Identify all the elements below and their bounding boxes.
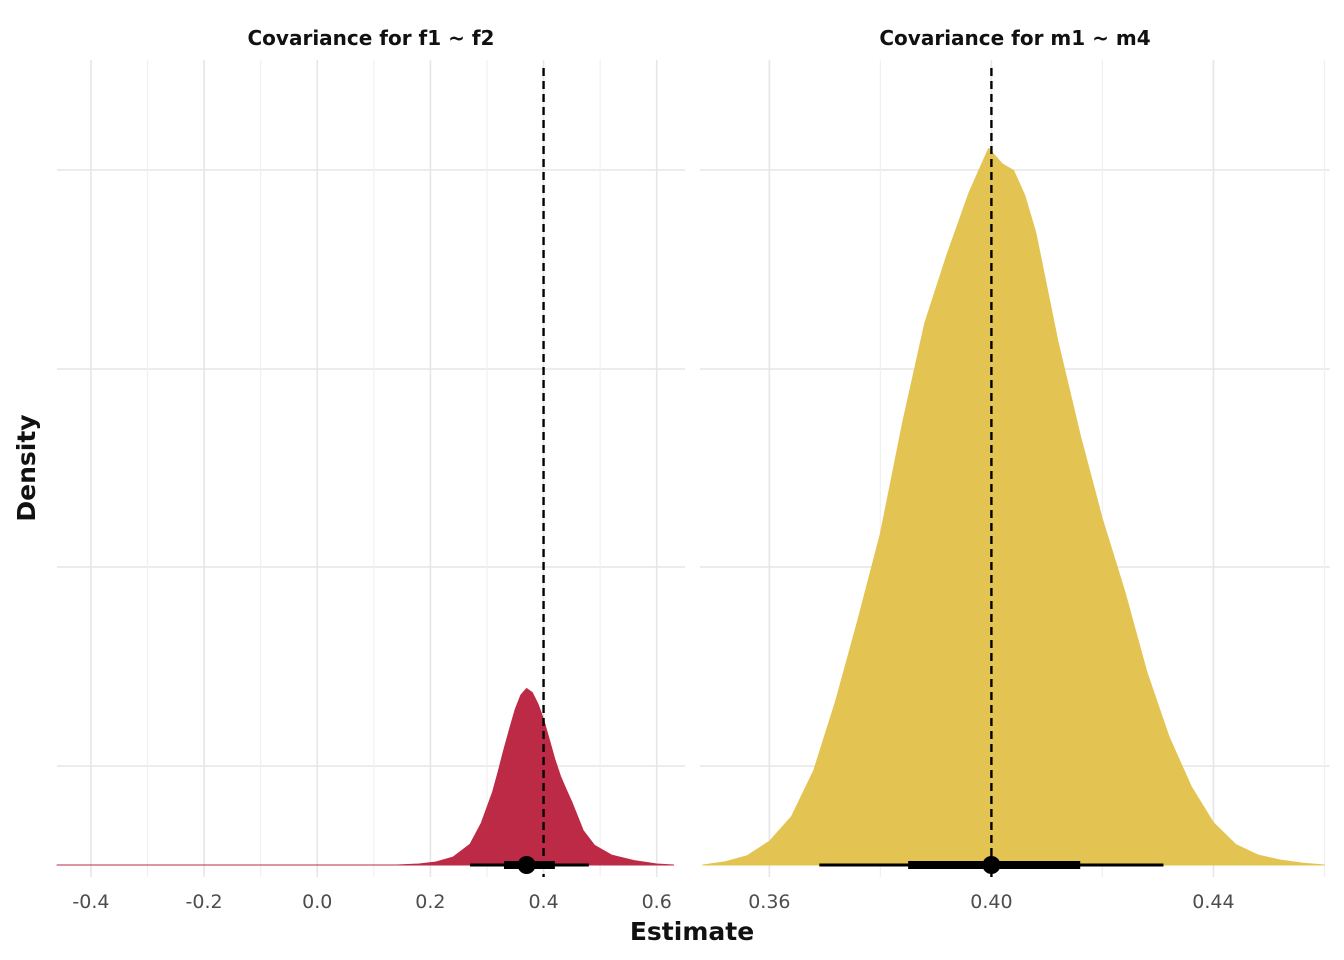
x-tick-label: 0.4 — [528, 891, 558, 913]
x-tick-label: 0.2 — [415, 891, 445, 913]
x-axis-title: Estimate — [630, 917, 754, 946]
x-tick-label: 0.44 — [1192, 891, 1234, 913]
x-tick-label: 0.6 — [642, 891, 672, 913]
panel-m1-m4: 0.36 0.40 0.44 Covariance for m1 ~ m4 — [700, 26, 1330, 913]
density-area — [56, 688, 675, 866]
x-tick-label: 0.36 — [748, 891, 790, 913]
point-estimate — [517, 856, 536, 874]
panel-title: Covariance for m1 ~ m4 — [879, 26, 1150, 50]
x-tick-label: -0.4 — [72, 891, 109, 913]
x-tick-label: -0.2 — [186, 891, 223, 913]
x-tick-label: 0.0 — [302, 891, 332, 913]
x-tick-label: 0.40 — [970, 891, 1012, 913]
y-axis-title: Density — [12, 414, 41, 521]
panel-f1-f2: -0.4 -0.2 0.0 0.2 0.4 0.6 Covariance for f1 ~ … — [56, 26, 685, 913]
point-estimate — [982, 856, 1001, 874]
panel-title: Covariance for f1 ~ f2 — [248, 26, 495, 50]
density-area — [702, 148, 1325, 866]
